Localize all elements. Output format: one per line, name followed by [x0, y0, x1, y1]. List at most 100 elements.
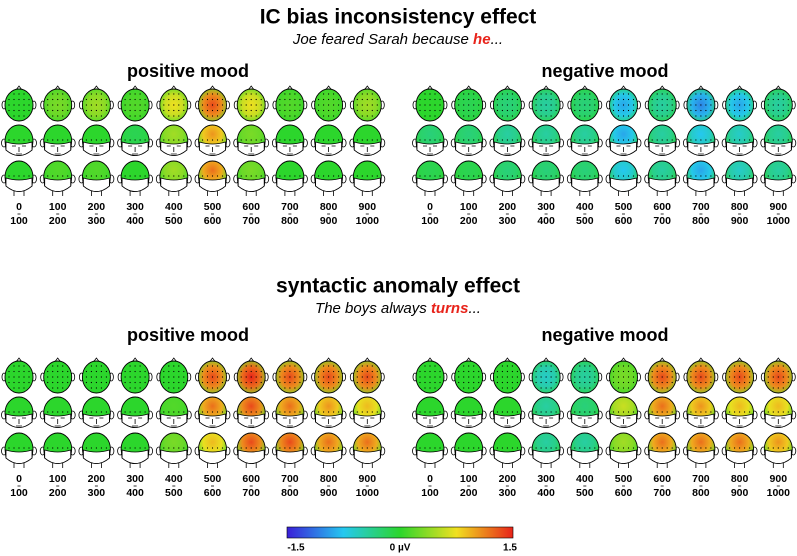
window-end: 400	[126, 487, 144, 499]
window-end: 800	[692, 215, 710, 227]
scalp-map	[349, 85, 385, 122]
scalp-map	[233, 432, 270, 468]
scalp-map	[79, 85, 114, 122]
scalp-map	[412, 85, 448, 122]
window-end: 800	[281, 487, 299, 499]
scalp-map	[760, 357, 796, 394]
scalp-map	[40, 357, 76, 394]
window-end: 300	[499, 215, 517, 227]
window-start: 600	[242, 201, 260, 213]
scalp-map	[489, 124, 526, 156]
scalp-map	[721, 396, 758, 428]
scalp-map	[155, 160, 192, 196]
scalp-map	[233, 124, 270, 156]
window-end: 200	[460, 487, 478, 499]
window-start: 300	[126, 473, 144, 485]
subtitle-highlight: he	[473, 31, 491, 48]
window-start: 400	[165, 201, 183, 213]
scalp-map	[606, 357, 641, 394]
window-start: 700	[692, 201, 710, 213]
scalp-map	[156, 357, 192, 394]
scalp-map	[489, 85, 525, 122]
scalp-map	[1, 396, 37, 428]
scalp-map	[349, 160, 386, 196]
window-start: 400	[165, 473, 183, 485]
window-start: 400	[576, 473, 594, 485]
scalp-map	[78, 124, 115, 156]
scalp-map	[78, 160, 115, 196]
scalp-map	[117, 357, 153, 394]
scalp-map	[155, 432, 192, 468]
window-end: 300	[88, 215, 106, 227]
scalp-map	[272, 357, 308, 394]
scalp-map	[310, 432, 347, 468]
window-end: 600	[615, 487, 633, 499]
mood-label: negative mood	[541, 325, 668, 345]
scalp-map	[760, 124, 797, 156]
scalp-map	[40, 85, 76, 122]
scalp-map	[721, 432, 758, 468]
scalp-map	[721, 160, 758, 196]
window-start: 700	[692, 473, 710, 485]
scalp-map	[155, 124, 192, 156]
scalp-map	[528, 396, 564, 428]
window-start: 100	[460, 201, 478, 213]
window-end: 300	[499, 487, 517, 499]
scalp-map	[760, 85, 796, 122]
colorbar-mid: 0 µV	[390, 543, 411, 554]
scalp-map	[567, 85, 603, 122]
window-start: 600	[653, 201, 671, 213]
scalp-map	[195, 357, 230, 394]
scalp-map	[194, 432, 231, 468]
window-start: 0	[16, 201, 22, 213]
scalp-map	[566, 432, 603, 468]
scalp-map	[489, 160, 526, 196]
window-start: 500	[615, 201, 633, 213]
window-start: 800	[731, 473, 749, 485]
window-start: 500	[615, 473, 633, 485]
scalp-map	[644, 396, 681, 428]
scalp-map	[683, 124, 719, 156]
colorbar-min: -1.5	[287, 543, 305, 554]
window-end: 600	[204, 487, 222, 499]
scalp-map	[450, 396, 487, 428]
section-title: syntactic anomaly effect	[276, 275, 520, 298]
scalp-map	[271, 160, 308, 196]
scalp-map	[117, 124, 154, 156]
window-start: 600	[653, 473, 671, 485]
window-start: 400	[576, 201, 594, 213]
scalp-map	[78, 432, 115, 468]
scalp-map	[155, 396, 192, 428]
scalp-map	[194, 396, 231, 428]
scalp-map	[450, 160, 487, 196]
window-end: 1000	[356, 215, 380, 227]
scalp-map	[233, 357, 269, 394]
window-start: 900	[770, 201, 788, 213]
window-end: 400	[126, 215, 144, 227]
scalp-map	[39, 124, 76, 156]
window-end: 500	[576, 487, 594, 499]
scalp-map	[683, 432, 719, 468]
scalp-map	[194, 124, 231, 156]
mood-label: positive mood	[127, 325, 249, 345]
window-start: 500	[204, 473, 222, 485]
scalp-map	[683, 396, 719, 428]
scalp-map	[412, 124, 448, 156]
subtitle-text: ...	[491, 31, 504, 48]
window-end: 800	[692, 487, 710, 499]
window-end: 400	[537, 487, 555, 499]
window-start: 900	[359, 473, 377, 485]
window-start: 100	[49, 473, 67, 485]
window-end: 700	[653, 215, 671, 227]
window-end: 500	[165, 487, 183, 499]
window-end: 700	[653, 487, 671, 499]
window-start: 200	[499, 473, 517, 485]
scalp-map	[310, 396, 347, 428]
scalp-map	[605, 124, 642, 156]
subtitle-text: ...	[468, 300, 481, 317]
window-start: 800	[320, 473, 338, 485]
scalp-map	[451, 357, 487, 394]
scalp-map	[489, 357, 525, 394]
scalp-map	[1, 357, 37, 394]
